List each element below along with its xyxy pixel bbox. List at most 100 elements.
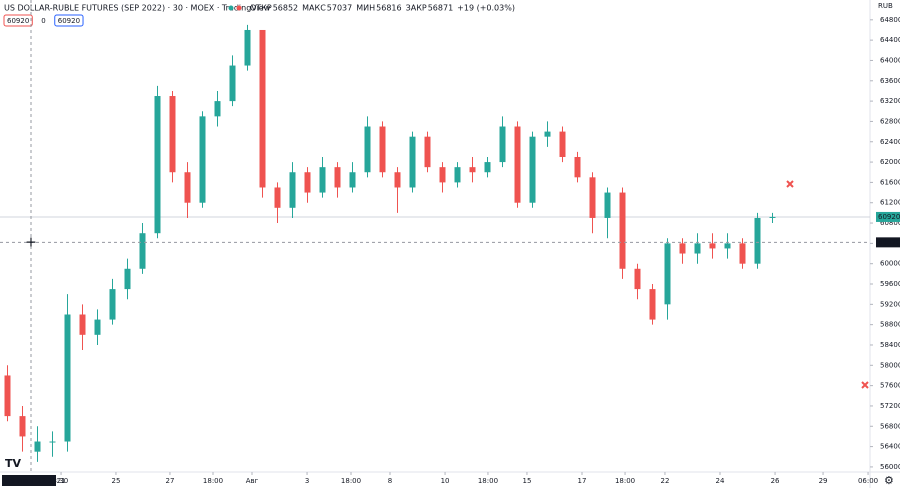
change: +19 (+0.03%) <box>457 4 515 13</box>
candle-body <box>694 243 701 254</box>
candle-body <box>454 167 461 183</box>
candle-body <box>199 116 206 203</box>
y-tick-label: 62400 <box>880 138 900 146</box>
candle-body <box>589 177 596 218</box>
y-tick-label: 60000 <box>880 260 900 268</box>
candle-body <box>274 187 281 208</box>
candle-body <box>214 101 221 117</box>
last-price-label: 60920 <box>878 213 900 221</box>
input-box[interactable] <box>38 15 49 26</box>
y-tick-label: 58400 <box>880 341 900 349</box>
ohlc-label: ОТКР <box>250 4 272 13</box>
y-tick-label: 56400 <box>880 443 900 451</box>
candle-body <box>124 268 131 290</box>
input-value: 0 <box>41 17 45 25</box>
ohlc-label: ЗАКР <box>406 4 427 13</box>
y-tick-label: 56000 <box>880 463 900 471</box>
candle-body <box>259 29 266 188</box>
candle-body <box>19 416 26 437</box>
crosshair-price-box <box>876 237 900 248</box>
y-tick-label: 64800 <box>880 16 900 24</box>
crosshair-time-label: 19 Июл '22 23:30 <box>6 477 68 485</box>
ohlc-value: 57037 <box>327 4 352 13</box>
candle-body <box>409 136 416 188</box>
x-tick-label: 3 <box>305 477 309 485</box>
candle-body <box>244 29 251 66</box>
candle-body <box>169 96 176 173</box>
candle-body <box>304 172 311 193</box>
settings-icon[interactable]: ⚙ <box>884 474 894 487</box>
candle-body <box>394 172 401 188</box>
candle-body <box>94 319 101 335</box>
candle-body <box>334 167 341 188</box>
y-tick-label: 63600 <box>880 77 900 85</box>
candle-body <box>319 167 326 193</box>
candle-body <box>229 65 236 102</box>
chart-logo: TV <box>5 457 22 470</box>
candle-body <box>484 162 491 173</box>
candle-body <box>664 243 671 305</box>
status-dot <box>236 5 242 11</box>
status-dot <box>228 5 234 11</box>
candle-body <box>649 289 656 320</box>
crosshair-time-box <box>2 475 56 486</box>
candle-body <box>679 243 686 254</box>
candle-body <box>64 314 71 442</box>
candle-body <box>574 156 581 178</box>
y-tick-label: 58000 <box>880 361 900 369</box>
x-tick-label: 25 <box>111 477 120 485</box>
candle-body <box>79 314 86 335</box>
x-tick-label: 29 <box>819 477 828 485</box>
input-box[interactable] <box>3 14 33 27</box>
y-tick-label: 62800 <box>880 117 900 125</box>
x-tick-label: 22 <box>660 477 669 485</box>
x-tick-label: 17 <box>578 477 587 485</box>
y-tick-label: 57200 <box>880 402 900 410</box>
y-tick-label: 56800 <box>880 422 900 430</box>
candle-body <box>379 126 386 173</box>
candle-body <box>154 96 161 234</box>
svg-text:TV: TV <box>5 457 22 470</box>
alert-marker[interactable] <box>861 381 869 389</box>
y-tick-label: 64000 <box>880 56 900 64</box>
x-tick-label: 18:00 <box>203 477 223 485</box>
x-tick-label: Авг <box>246 477 259 485</box>
candle-body <box>529 136 536 203</box>
ohlc-value: 56871 <box>428 4 453 13</box>
candle-body <box>49 441 56 443</box>
currency: RUB <box>878 2 893 10</box>
x-tick-label: 21 <box>57 477 66 485</box>
candle-body <box>469 167 476 173</box>
alert-marker[interactable] <box>786 180 794 188</box>
candle-body <box>439 167 446 183</box>
ohlc-label: МАКС <box>302 4 326 13</box>
input-box[interactable] <box>54 14 84 27</box>
last-price-box <box>876 211 900 222</box>
candle-body <box>604 192 611 218</box>
x-tick-label: 26 <box>771 477 780 485</box>
x-tick-label: 06:00 <box>858 477 878 485</box>
x-tick-label: 8 <box>388 477 392 485</box>
input-value: 60920 <box>58 17 80 25</box>
x-tick-label: 18:00 <box>478 477 498 485</box>
y-tick-label: 62000 <box>880 158 900 166</box>
y-tick-label: 59600 <box>880 280 900 288</box>
ohlc-value: 56816 <box>376 4 401 13</box>
candle-body <box>754 217 761 264</box>
candle-body <box>349 172 356 188</box>
candle-body <box>184 172 191 203</box>
x-tick-label: 10 <box>441 477 450 485</box>
candle-body <box>559 131 566 157</box>
candle-body <box>34 441 41 452</box>
candle-body <box>289 172 296 208</box>
chart-title: US DOLLAR-RUBLE FUTURES (SEP 2022) · 30 … <box>4 4 271 13</box>
x-tick-label: 24 <box>716 477 725 485</box>
x-tick-label: 27 <box>165 477 174 485</box>
candle-body <box>724 243 731 249</box>
candle-body <box>769 216 776 218</box>
candle-body <box>4 375 11 417</box>
candle-body <box>514 126 521 203</box>
y-tick-label: 57600 <box>880 382 900 390</box>
